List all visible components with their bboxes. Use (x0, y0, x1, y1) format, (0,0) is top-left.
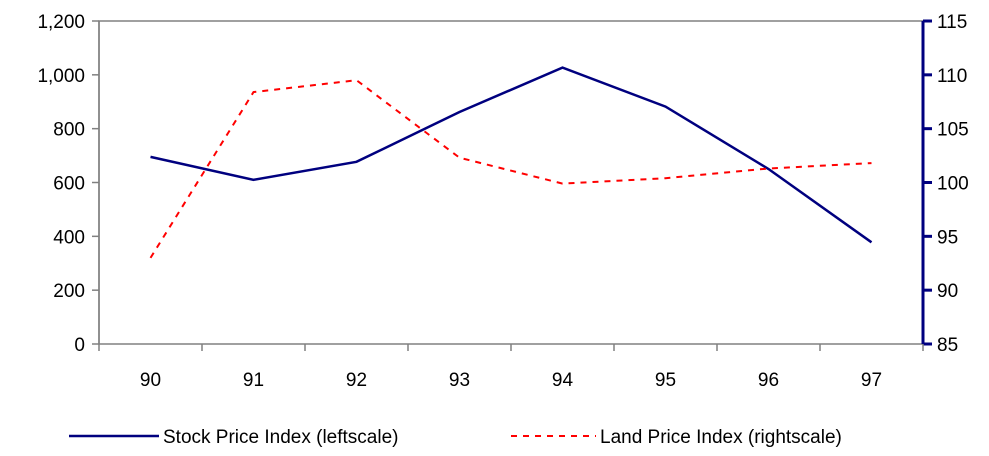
x-axis: 90 91 92 93 94 95 96 97 (98, 344, 924, 391)
left-axis-tick-label: 1,200 (37, 12, 85, 33)
left-axis: 0 200 400 600 800 1,000 1,200 (37, 12, 100, 356)
right-axis-tick-label: 85 (937, 335, 958, 356)
x-axis-tick-label: 96 (758, 370, 779, 391)
x-axis-tick-label: 90 (140, 370, 161, 391)
plot-area (98, 20, 924, 345)
left-axis-tick-label: 600 (53, 174, 85, 195)
left-axis-tick-label: 400 (53, 227, 85, 248)
right-axis: 85 90 95 100 105 110 115 (921, 12, 969, 356)
legend: Stock Price Index (leftscale) Land Price … (69, 427, 842, 448)
land-legend-label: Land Price Index (rightscale) (600, 427, 842, 448)
land-price-index-line (149, 79, 872, 259)
x-axis-tick-label: 95 (655, 370, 676, 391)
series-layer (149, 66, 873, 259)
x-axis-tick-label: 92 (346, 370, 367, 391)
stock-price-index-line (150, 66, 873, 244)
left-axis-tick-label: 800 (53, 120, 85, 141)
right-axis-tick-label: 110 (937, 66, 967, 87)
right-axis-tick-label: 115 (937, 12, 967, 33)
right-axis-tick-label: 95 (937, 227, 958, 248)
left-axis-tick-label: 200 (53, 281, 85, 302)
x-axis-tick-label: 94 (552, 370, 574, 391)
right-axis-tick-label: 105 (937, 120, 969, 141)
x-axis-tick-label: 91 (243, 370, 264, 391)
x-axis-tick-label: 97 (861, 370, 882, 391)
stock-legend-label: Stock Price Index (leftscale) (163, 427, 398, 448)
x-axis-tick-label: 93 (449, 370, 470, 391)
left-axis-tick-label: 1,000 (37, 66, 85, 87)
right-axis-tick-label: 100 (937, 174, 969, 195)
right-axis-tick-label: 90 (937, 281, 958, 302)
left-axis-tick-label: 0 (74, 335, 85, 356)
